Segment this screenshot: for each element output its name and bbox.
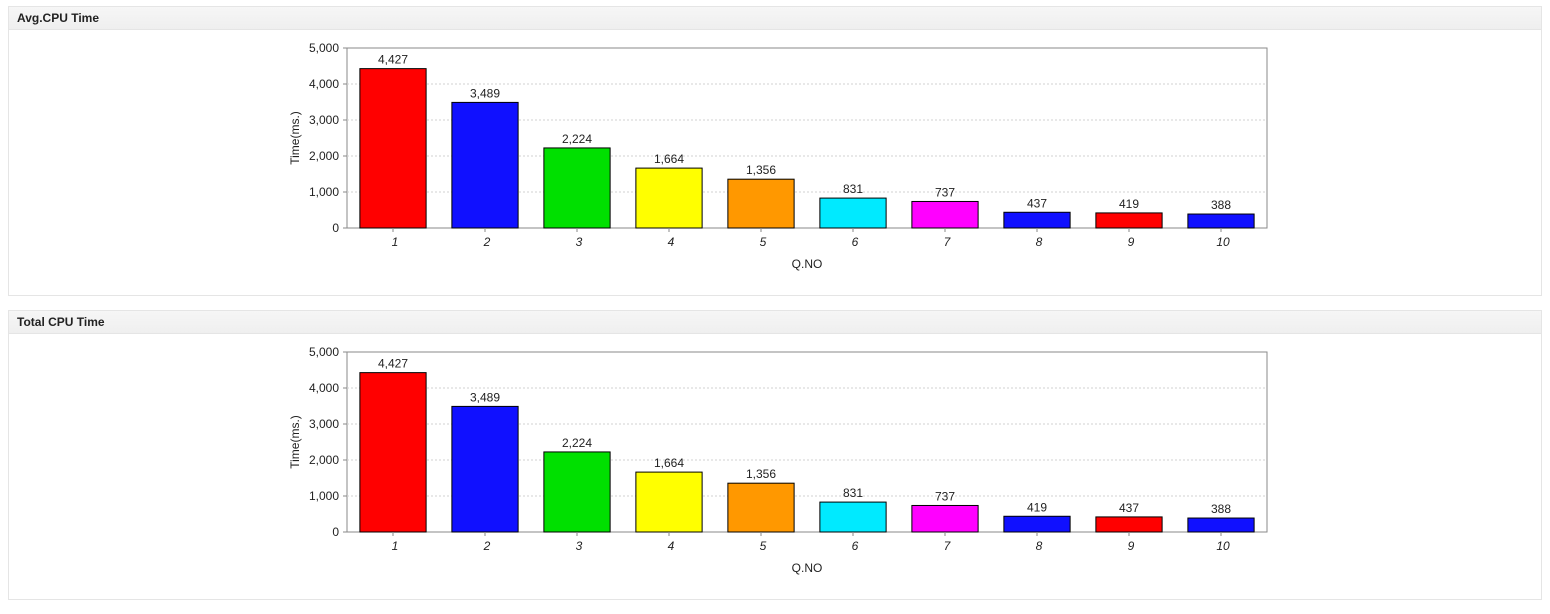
xtick-label: 1 <box>392 539 399 553</box>
bar <box>360 69 426 228</box>
xtick-label: 1 <box>392 235 399 249</box>
bar <box>1096 517 1162 532</box>
bar <box>1096 213 1162 228</box>
xtick-label: 8 <box>1036 235 1043 249</box>
bar <box>544 452 610 532</box>
bar <box>912 201 978 228</box>
xtick-label: 3 <box>576 539 583 553</box>
bar <box>452 102 518 228</box>
bar <box>728 179 794 228</box>
xtick-label: 7 <box>944 235 952 249</box>
xtick-label: 9 <box>1128 235 1135 249</box>
ytick-label: 2,000 <box>309 149 339 163</box>
bar <box>1004 516 1070 532</box>
ytick-label: 1,000 <box>309 185 339 199</box>
xtick-label: 2 <box>483 235 491 249</box>
bar <box>1188 214 1254 228</box>
ytick-label: 3,000 <box>309 417 339 431</box>
bar <box>636 168 702 228</box>
bar-value-label: 737 <box>935 185 955 199</box>
panel-body: 0 1,000 2,000 3,000 4,000 5,000 Time(ms.) 4,427… <box>9 30 1541 295</box>
bar-value-label: 419 <box>1027 500 1047 514</box>
xtick-label: 10 <box>1216 235 1230 249</box>
panel-body: 0 1,000 2,000 3,000 4,000 5,000 Time(ms.) 4,427… <box>9 334 1541 599</box>
bar-value-label: 831 <box>843 182 863 196</box>
bar-value-label: 737 <box>935 489 955 503</box>
bar-value-label: 388 <box>1211 502 1231 516</box>
panel-title: Avg.CPU Time <box>9 7 1541 30</box>
ytick-label: 0 <box>332 221 339 235</box>
xtick-label: 10 <box>1216 539 1230 553</box>
bar <box>820 502 886 532</box>
chart-wrap: 0 1,000 2,000 3,000 4,000 5,000 Time(ms.) 4,427… <box>287 342 1287 587</box>
bar <box>1188 518 1254 532</box>
bar <box>728 483 794 532</box>
bar-chart: 0 1,000 2,000 3,000 4,000 5,000 Time(ms.) 4,427… <box>287 342 1287 587</box>
x-axis-title: Q.NO <box>792 561 823 575</box>
ytick-label: 1,000 <box>309 489 339 503</box>
bar-value-label: 3,489 <box>470 390 500 404</box>
bar-value-label: 1,664 <box>654 152 684 166</box>
panel-title: Total CPU Time <box>9 311 1541 334</box>
bar-value-label: 388 <box>1211 198 1231 212</box>
ytick-label: 2,000 <box>309 453 339 467</box>
bar-value-label: 437 <box>1119 501 1139 515</box>
xtick-label: 7 <box>944 539 952 553</box>
xtick-label: 8 <box>1036 539 1043 553</box>
bar-value-label: 3,489 <box>470 86 500 100</box>
bar-value-label: 1,664 <box>654 456 684 470</box>
xtick-label: 4 <box>668 235 675 249</box>
bar-value-label: 437 <box>1027 196 1047 210</box>
bar-value-label: 1,356 <box>746 467 776 481</box>
xtick-label: 4 <box>668 539 675 553</box>
xtick-label: 5 <box>760 539 767 553</box>
bar <box>820 198 886 228</box>
bar-value-label: 1,356 <box>746 163 776 177</box>
bar-value-label: 2,224 <box>562 132 592 146</box>
ytick-label: 3,000 <box>309 113 339 127</box>
bar <box>452 406 518 532</box>
ytick-label: 0 <box>332 525 339 539</box>
bar-value-label: 831 <box>843 486 863 500</box>
ytick-label: 5,000 <box>309 41 339 55</box>
chart-wrap: 0 1,000 2,000 3,000 4,000 5,000 Time(ms.) 4,427… <box>287 38 1287 283</box>
bar <box>912 505 978 532</box>
y-axis-title: Time(ms.) <box>288 111 302 165</box>
bar-value-label: 419 <box>1119 197 1139 211</box>
x-axis-title: Q.NO <box>792 257 823 271</box>
bar-value-label: 2,224 <box>562 436 592 450</box>
ytick-label: 5,000 <box>309 345 339 359</box>
bar <box>360 373 426 532</box>
y-axis-title: Time(ms.) <box>288 415 302 469</box>
chart-panel: Avg.CPU Time 0 1,000 2,000 3,000 4,000 5,000 Ti… <box>8 6 1542 296</box>
xtick-label: 5 <box>760 235 767 249</box>
bar-value-label: 4,427 <box>378 357 408 371</box>
xtick-label: 3 <box>576 235 583 249</box>
ytick-label: 4,000 <box>309 77 339 91</box>
ytick-label: 4,000 <box>309 381 339 395</box>
xtick-label: 6 <box>852 235 859 249</box>
bar <box>636 472 702 532</box>
bar <box>544 148 610 228</box>
chart-panel: Total CPU Time 0 1,000 2,000 3,000 4,000 5,000… <box>8 310 1542 600</box>
xtick-label: 2 <box>483 539 491 553</box>
bar-value-label: 4,427 <box>378 53 408 67</box>
xtick-label: 9 <box>1128 539 1135 553</box>
xtick-label: 6 <box>852 539 859 553</box>
bar-chart: 0 1,000 2,000 3,000 4,000 5,000 Time(ms.) 4,427… <box>287 38 1287 283</box>
bar <box>1004 212 1070 228</box>
